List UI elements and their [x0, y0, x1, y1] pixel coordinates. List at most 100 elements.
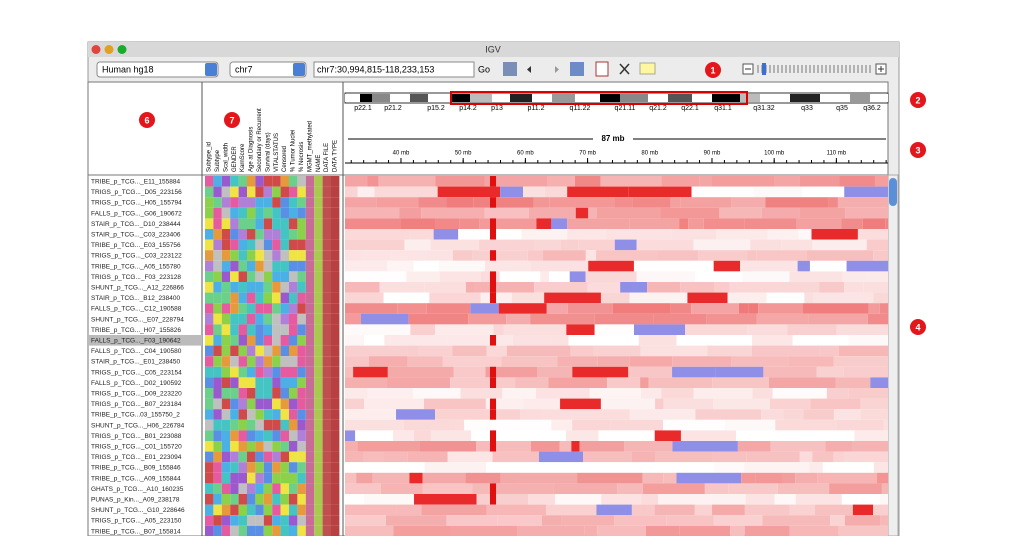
attribute-cell: [221, 335, 231, 346]
attribute-cell: [221, 207, 231, 219]
attribute-cell: [305, 207, 315, 219]
heatmap-cell: [345, 207, 400, 219]
heatmap-cell: [819, 345, 839, 357]
chromosome-dropdown[interactable]: [229, 61, 307, 78]
back-icon[interactable]: [527, 66, 531, 73]
attribute-cell: [247, 441, 256, 452]
heatmap-cell: [387, 366, 454, 378]
heatmap-cell: [601, 494, 642, 505]
close-button[interactable]: [91, 45, 101, 54]
heatmap-cell: [502, 388, 536, 399]
heatmap-cell: [857, 229, 888, 240]
heatmap-cell: [437, 186, 501, 198]
heatmap-cell: [403, 419, 450, 431]
popup-icon[interactable]: [639, 62, 656, 75]
attribute-cell: [314, 282, 323, 293]
attribute-cell: [272, 409, 281, 420]
attribute-cell: [289, 197, 298, 208]
genome-dropdown[interactable]: [96, 61, 219, 78]
locus-box[interactable]: [313, 61, 475, 78]
attribute-cell: [247, 229, 256, 240]
attribute-cell: [221, 239, 231, 251]
attribute-cell: [221, 250, 231, 261]
cytoband-label: q35: [836, 105, 848, 112]
heatmap-cell: [688, 218, 704, 229]
attribute-cell: [297, 525, 306, 536]
attribute-cell: [263, 441, 273, 452]
attribute-cell: [205, 504, 214, 516]
heatmap-cell: [345, 292, 384, 304]
attribute-cell: [213, 282, 222, 293]
attribute-cell: [289, 229, 298, 240]
heatmap-cell: [585, 271, 637, 282]
attribute-cell: [205, 282, 214, 293]
attribute-cell: [289, 441, 298, 452]
scroll-thumb[interactable]: [889, 178, 897, 206]
heatmap-cell: [345, 504, 397, 516]
attribute-cell: [280, 462, 289, 473]
attribute-cell: [272, 292, 281, 304]
go-button[interactable]: Go: [478, 64, 490, 74]
attribute-cell: [297, 483, 306, 494]
home-icon[interactable]: [503, 62, 517, 76]
heatmap-cell: [774, 176, 800, 187]
attribute-cell: [263, 388, 273, 399]
heatmap-cell: [756, 313, 809, 325]
cytoband: [492, 94, 510, 102]
dropdown-arrow: [293, 63, 305, 76]
heatmap-cell: [551, 218, 568, 229]
attribute-cell: [247, 345, 256, 357]
minimize-button[interactable]: [104, 45, 114, 54]
heatmap-cell: [596, 250, 658, 261]
attribute-cell: [272, 260, 281, 272]
attribute-cell: [297, 250, 306, 261]
heatmap-cell: [728, 483, 778, 494]
refresh-icon[interactable]: [570, 62, 584, 76]
heatmap-cell: [873, 504, 888, 516]
attribute-cell: [289, 345, 298, 357]
zoom-button[interactable]: [117, 45, 127, 54]
attribute-header: VITALSTATUS: [274, 133, 280, 172]
heatmap-cell: [762, 515, 831, 526]
heatmap-cell: [515, 377, 549, 388]
heatmap-cell: [396, 409, 436, 420]
region-icon[interactable]: [595, 61, 609, 77]
attribute-cell: [238, 441, 247, 452]
attribute-cell: [289, 472, 298, 484]
attribute-cell: [272, 229, 281, 240]
heatmap-cell: [881, 483, 888, 494]
attribute-cell: [221, 282, 231, 293]
attribute-cell: [280, 335, 289, 346]
attribute-cell: [297, 207, 306, 219]
attribute-cell: [221, 388, 231, 399]
heatmap-cell: [345, 324, 411, 335]
attribute-cell: [314, 451, 323, 463]
heatmap-cell: [594, 313, 654, 325]
heatmap-cell: [490, 176, 496, 187]
attribute-cell: [272, 525, 281, 536]
genome-text: Human hg18: [102, 64, 154, 74]
attribute-cell: [221, 409, 231, 420]
callout: [910, 142, 926, 158]
clear-icon[interactable]: [619, 63, 630, 75]
heatmap-cell: [796, 218, 842, 229]
attribute-cell: [280, 271, 289, 282]
heatmap-cell: [679, 525, 731, 536]
heatmap-cell: [506, 313, 531, 325]
heatmap-cell: [799, 451, 813, 463]
attribute-cell: [255, 377, 264, 388]
attribute-cell: [272, 356, 281, 367]
heatmap-cell: [567, 229, 606, 240]
attribute-cell: [247, 324, 256, 335]
heatmap-cell: [629, 292, 688, 304]
attribute-cell: [255, 282, 264, 293]
attribute-cell: [230, 313, 239, 325]
attribute-cell: [280, 430, 289, 441]
forward-icon[interactable]: [555, 66, 559, 73]
sample-name: TRIBE_p_TCG..._B09_155846: [91, 465, 181, 472]
scrollbar[interactable]: [887, 174, 899, 536]
heatmap-cell: [596, 207, 661, 219]
zoom-slider[interactable]: [757, 63, 871, 75]
attribute-cell: [263, 282, 273, 293]
attribute-cell: [305, 239, 315, 251]
